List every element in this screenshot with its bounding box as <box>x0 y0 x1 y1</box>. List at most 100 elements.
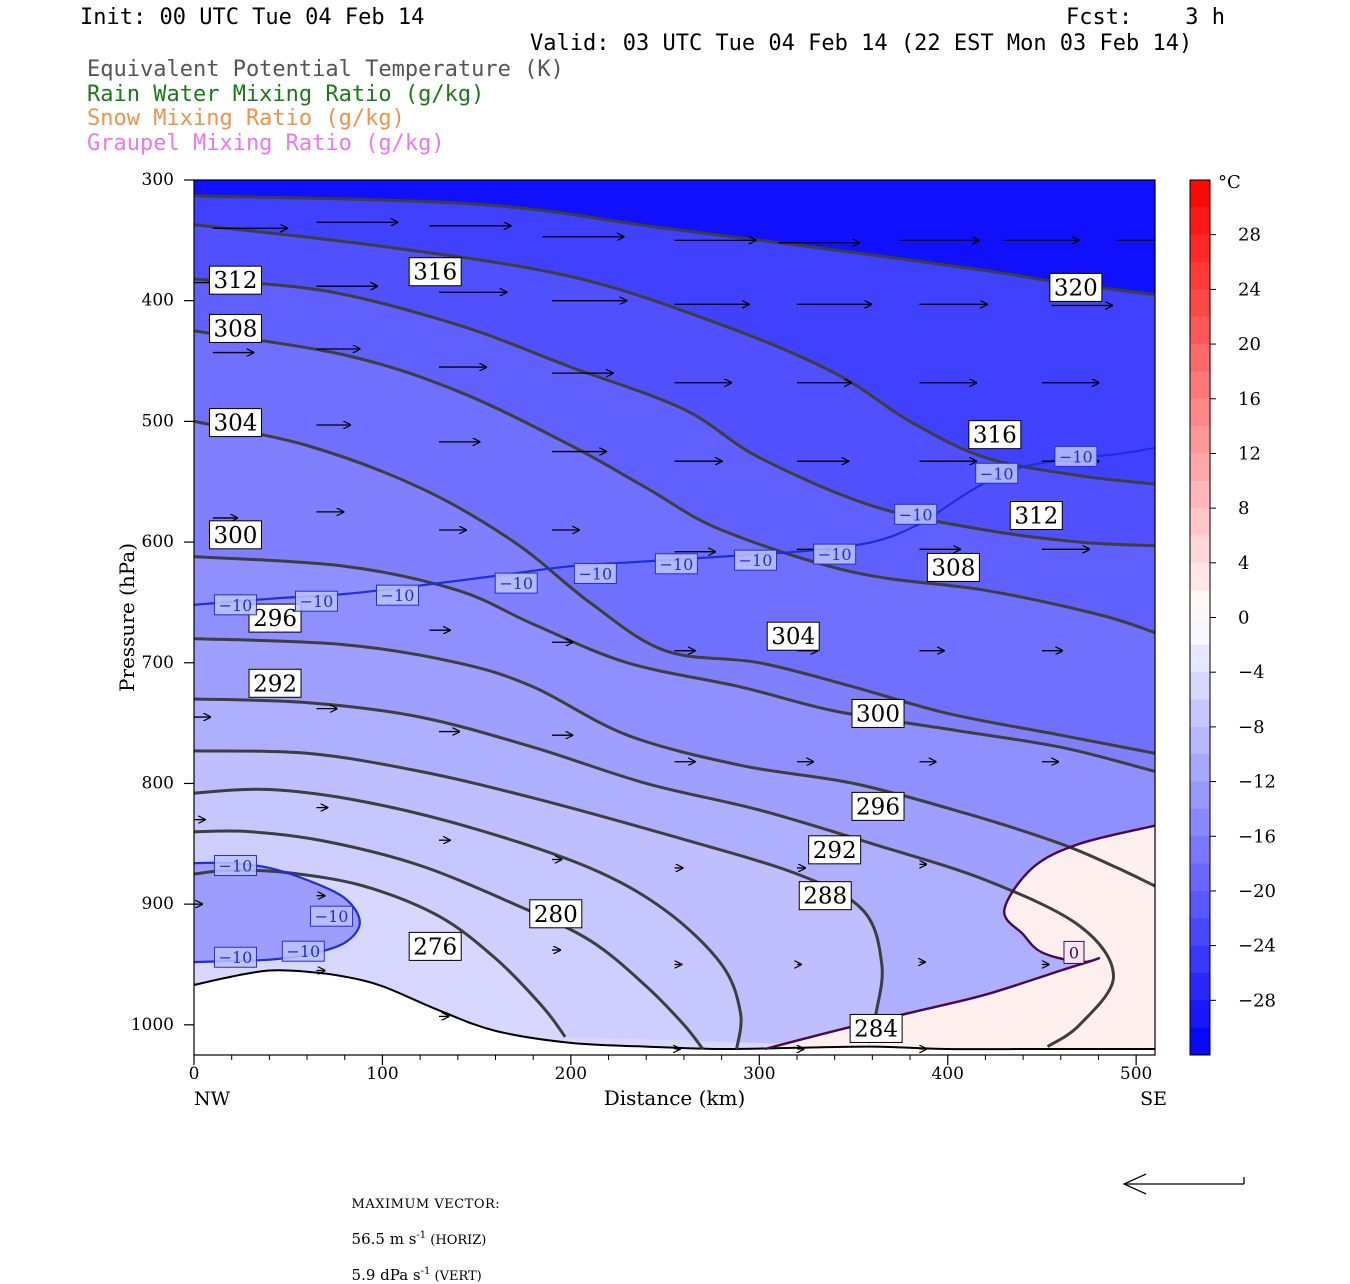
isotherm-label: −10 <box>286 942 320 961</box>
colorbar-tick-label: −24 <box>1238 936 1276 957</box>
theta-e-label-box <box>766 621 820 651</box>
y-tick-label: 900 <box>142 894 174 914</box>
horiz-suffix: (HORIZ) <box>426 1233 487 1248</box>
theta-e-label-box <box>248 668 302 698</box>
theta-e-label: 320 <box>1054 275 1098 301</box>
theta-e-label-box <box>208 265 262 295</box>
legend-theta-e: Equivalent Potential Temperature (K) <box>87 57 564 82</box>
y-tick-label: 400 <box>142 291 174 311</box>
theta-e-label: 304 <box>214 411 258 437</box>
isotherm-label: −10 <box>980 464 1014 483</box>
isotherm-label: −10 <box>739 551 773 570</box>
theta-e-line-300 <box>194 555 1155 773</box>
y-tick-label: 800 <box>142 773 174 793</box>
colorbar-swatch <box>1190 726 1210 755</box>
y-tick-label: 700 <box>142 653 174 673</box>
valid-time: Valid: 03 UTC Tue 04 Feb 14 (22 EST Mon … <box>530 31 1193 56</box>
isotherm-label-box <box>1054 445 1098 467</box>
colorbar-swatch <box>1190 316 1210 345</box>
isotherm-label-box <box>281 940 325 962</box>
isotherm-label: −10 <box>899 505 933 524</box>
colorbar-tick-label: 8 <box>1238 498 1249 519</box>
isotherm-label: −10 <box>219 948 253 967</box>
init-time: Init: 00 UTC Tue 04 Feb 14 <box>80 5 425 30</box>
colorbar-swatch <box>1190 453 1210 482</box>
theta-e-line-288 <box>194 749 884 1044</box>
horiz-vector-value: 56.5 m s <box>351 1230 417 1248</box>
colorbar-swatch <box>1190 262 1210 290</box>
theta-e-line-304 <box>194 419 1155 755</box>
isotherm-zero-label: 0 <box>1069 943 1079 962</box>
contour-labels: 276 280 284 288 292 296 300 304 308 312 316 316 312 3… <box>208 257 1103 1043</box>
isotherm-label-box <box>294 590 338 612</box>
legend-graupel: Graupel Mixing Ratio (g/kg) <box>87 131 445 156</box>
colorbar-tick-label: 16 <box>1238 389 1261 410</box>
vert-suffix: (VERT) <box>430 1269 482 1284</box>
colorbar-tick-label: −8 <box>1238 717 1265 738</box>
isotherm-label-box <box>813 543 857 565</box>
colorbar-tick-label: −4 <box>1238 662 1265 683</box>
x-tick-label: 200 <box>555 1064 587 1084</box>
y-tick-label: 1000 <box>131 1015 174 1035</box>
isotherm-label-box <box>213 594 257 616</box>
x-end-label-left: NW <box>194 1088 231 1110</box>
isotherm-label: −10 <box>219 596 253 615</box>
colorbar-swatch <box>1190 371 1210 400</box>
terrain-line <box>194 969 1155 1051</box>
colorbar-tick-label: −16 <box>1238 826 1276 847</box>
isotherm-label-box <box>894 503 938 525</box>
isotherm-label: −10 <box>660 555 694 574</box>
colorbar-swatch <box>1190 754 1210 783</box>
cross-section-chart: 2762802842882922963003043083123163163123… <box>115 170 1276 1110</box>
theta-e-label: 276 <box>413 934 457 960</box>
x-tick-label: 500 <box>1120 1064 1152 1084</box>
colorbar-swatch <box>1190 617 1210 646</box>
colorbar-swatch <box>1190 644 1210 673</box>
colorbar-tick-label: 20 <box>1238 334 1261 355</box>
theta-e-label-box <box>408 931 462 961</box>
colorbar-swatch <box>1190 890 1210 919</box>
theta-e-line-308 <box>194 329 1155 635</box>
isotherm-label-box <box>975 462 1019 484</box>
colorbar-swatch <box>1190 289 1210 318</box>
theta-e-label: 312 <box>214 268 258 294</box>
theta-e-label: 296 <box>856 794 900 820</box>
isotherm-label-box <box>573 562 617 584</box>
isotherm-label: −10 <box>818 545 852 564</box>
theta-e-label: 304 <box>771 624 815 650</box>
colorbar-swatch <box>1190 207 1210 236</box>
isotherm-label: −10 <box>300 592 334 611</box>
colorbar-swatch <box>1190 1027 1210 1056</box>
shade-warm <box>764 825 1155 1055</box>
isotherm-label: −10 <box>381 586 415 605</box>
theta-e-label-box <box>208 520 262 550</box>
isotherm-label-box <box>734 549 778 571</box>
isotherm-label-box <box>213 855 257 877</box>
colorbar-swatch <box>1190 426 1210 454</box>
theta-e-label-box <box>1049 272 1103 302</box>
horiz-exp: -1 <box>416 1230 427 1241</box>
theta-e-label-box <box>851 698 905 728</box>
colorbar-swatch <box>1190 590 1210 618</box>
x-end-label-right: SE <box>1140 1088 1167 1110</box>
theta-e-label: 300 <box>856 701 900 727</box>
colorbar-tick-label: 28 <box>1238 225 1261 246</box>
colorbar-swatch <box>1190 836 1210 865</box>
vert-exp: -1 <box>420 1266 431 1277</box>
colorbar-unit: °C <box>1218 172 1241 193</box>
theta-e-label-box <box>968 420 1022 450</box>
theta-e-label-box <box>248 603 302 633</box>
terrain-fill <box>194 970 1155 1055</box>
colorbar-swatch <box>1190 781 1210 810</box>
colorbar-swatch <box>1190 344 1210 372</box>
colorbar-swatch <box>1190 972 1210 1001</box>
isotherm-label-box <box>310 905 354 927</box>
colorbar-swatch <box>1190 699 1210 728</box>
theta-e-line-280 <box>194 829 704 1050</box>
isotherm-label-box <box>494 572 538 594</box>
theta-e-label-box <box>408 257 462 287</box>
axes: 300 400 500 600 700 800 900 1000 0 100 200 300 400 50… <box>115 170 1167 1110</box>
colorbar-tick-label: −12 <box>1238 772 1276 793</box>
x-axis-label: Distance (km) <box>604 1086 746 1110</box>
colorbar-tick-label: 24 <box>1238 279 1261 300</box>
